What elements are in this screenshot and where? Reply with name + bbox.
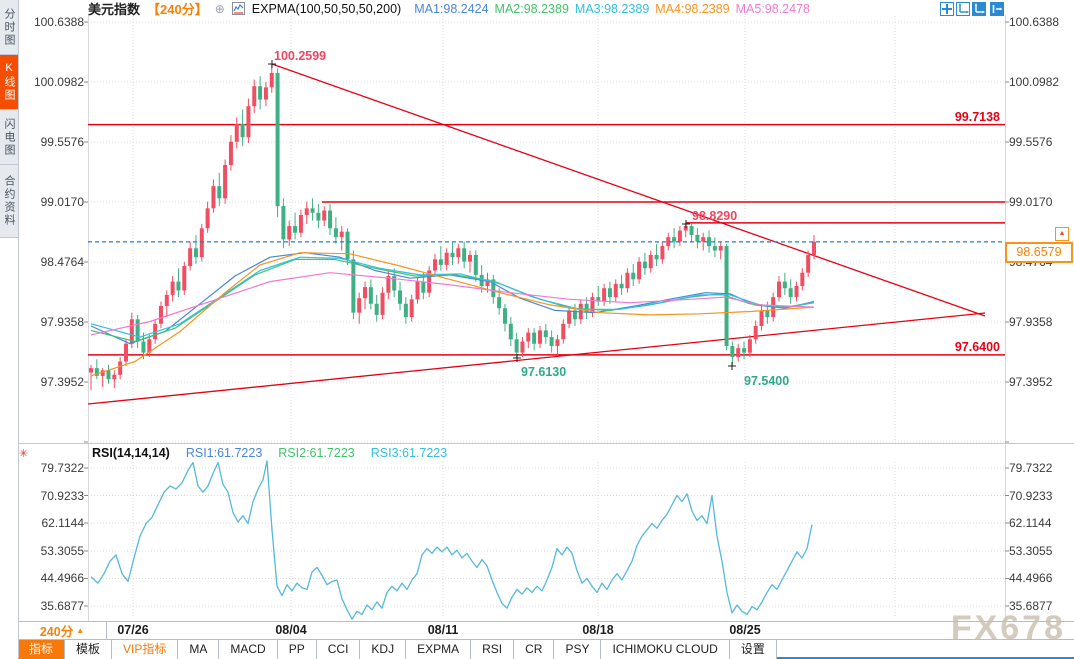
rsi-axis-label-left: 62.1144 [41,516,85,531]
price-axis-label-left: 97.9358 [40,315,84,329]
collapse-panel-icon[interactable] [990,2,1004,16]
rsi-axis-label-right: 44.4966 [1009,571,1053,586]
indicator-tab-11[interactable]: PSY [554,640,602,659]
indicator-label: EXPMA(100,50,50,50,200) [251,1,402,16]
indicator-tab-5[interactable]: PP [278,640,317,659]
price-axis-label-right: 100.0982 [1009,75,1060,89]
indicator-tab-6[interactable]: CCI [317,640,361,659]
sidebar-tab-2[interactable]: 闪电图 [0,110,18,165]
interval-dropdown-arrow-icon: ▲ [76,626,85,635]
rsi-legend: RSI1:61.7223 RSI2:61.7223 RSI3:61.7223 [186,446,447,460]
indicator-tab-3[interactable]: MA [178,640,220,659]
indicator-tabbar: 指标 模板 VIP指标 MA MACD PP CCI KDJ EXPMA RSI CR PSY ICHI… [18,639,1074,659]
rsi-legend-item: RSI2:61.7223 [278,446,355,460]
sidebar-tab-0[interactable]: 分时图 [0,0,18,55]
scroll-to-latest-icon[interactable]: ▲ [1055,227,1069,241]
svg-text:98.8290: 98.8290 [692,209,737,223]
price-axis-label-right: 97.9358 [1009,315,1053,329]
svg-text:97.5400: 97.5400 [744,374,789,388]
price-axis-label-right: 99.0170 [1009,195,1053,209]
watermark: FX678 [950,609,1066,647]
x-axis-date-label: 08/25 [729,623,761,637]
price-axis-label-left: 100.6388 [33,15,84,29]
rsi-axis-label-left: 44.4966 [40,571,84,586]
ma-legend-item: MA1:98.2424 [414,1,489,16]
current-price-tag: 98.6579 [1005,242,1073,263]
axis-range-filled-icon[interactable] [972,2,986,16]
indicator-tab-10[interactable]: CR [514,640,555,659]
ma-legend: MA1:98.2424 MA2:98.2389 MA3:98.2389 MA4:98.… [408,2,810,16]
rsi-axis-label-left: 35.6877 [40,599,84,613]
indicator-tab-2[interactable]: VIP指标 [112,640,179,659]
mini-chart-icon[interactable] [231,2,245,15]
price-axis-label-left: 99.0170 [40,195,84,209]
interval-label: 240分 [39,625,74,639]
svg-text:97.6130: 97.6130 [521,365,566,379]
circle-plus-icon[interactable]: ⊕ [214,1,225,16]
rsi-header: RSI(14,14,14) RSI1:61.7223 RSI2:61.7223 RS… [92,446,447,460]
ma-legend-item: MA3:98.2389 [574,1,650,16]
rsi-legend-item: RSI3:61.7223 [370,446,448,460]
interval-tag: 【240分】 [147,2,208,17]
svg-text:100.2599: 100.2599 [274,49,326,63]
price-axis-label-left: 97.3952 [40,375,84,389]
x-axis-date-label: 07/26 [117,623,149,637]
rsi-legend-item: RSI1:61.7223 [185,446,263,460]
rsi-axis-label-right: 53.3055 [1009,543,1053,558]
indicator-tab-7[interactable]: KDJ [360,640,407,659]
indicator-tab-4[interactable]: MACD [219,640,278,659]
price-axis-label-left: 99.5576 [40,135,84,149]
price-axis-label-right: 100.6388 [1009,15,1060,29]
price-axis-label-left: 100.0982 [33,75,84,89]
crosshair-icon[interactable] [940,2,954,16]
chart-toolbar [940,2,1004,16]
rsi-axis-label-left: 70.9233 [40,488,84,503]
x-axis-date-label: 08/04 [275,623,307,637]
chart-header: 美元指数 【240分】 ⊕ EXPMA(100,50,50,50,200) MA… [88,1,810,18]
svg-text:97.6400: 97.6400 [955,340,1000,354]
x-axis-date-label: 08/18 [582,623,614,637]
panel-divider [18,443,1074,444]
indicator-tab-0[interactable]: 指标 [18,640,66,659]
indicator-tab-8[interactable]: EXPMA [406,640,472,659]
ma-legend-item: MA5:98.2478 [735,1,810,16]
indicator-settings-sun-icon[interactable]: ✳ [19,448,29,460]
rsi-title: RSI(14,14,14) [92,446,170,460]
axis-range-icon[interactable] [956,2,970,16]
indicator-tab-9[interactable]: RSI [471,640,515,659]
instrument-title: 美元指数 [88,2,141,17]
rsi-axis-label-right: 62.1144 [1009,516,1052,531]
x-axis-row [18,621,1074,640]
indicator-tab-13[interactable]: 设置 [730,640,777,659]
rsi-axis-label-right: 79.7322 [1009,461,1053,475]
indicator-tab-12[interactable]: ICHIMOKU CLOUD [601,640,730,659]
rsi-axis-label-right: 70.9233 [1009,488,1053,503]
svg-text:99.7138: 99.7138 [955,110,1000,124]
sidebar-tab-3[interactable]: 合约资料 [0,165,18,238]
rsi-axis-label-right: 35.6877 [1009,599,1053,613]
ma-legend-item: MA2:98.2389 [494,1,569,16]
rsi-axis-label-left: 79.7322 [40,461,84,475]
price-axis-label-right: 97.3952 [1009,375,1053,389]
sidebar-tab-1[interactable]: K线图 [0,55,18,110]
price-axis-label-right: 99.5576 [1009,135,1053,149]
rsi-axis-label-left: 53.3055 [40,543,84,558]
indicator-tab-1[interactable]: 模板 [65,640,113,659]
interval-selector[interactable]: 240分 ▲ [18,622,107,639]
x-axis-date-label: 08/11 [427,623,459,637]
ma-legend-item: MA4:98.2389 [655,1,730,16]
price-axis-label-left: 98.4764 [40,255,84,269]
chart-type-sidebar: 分时图 K线图 闪电图 合约资料 [0,0,19,658]
